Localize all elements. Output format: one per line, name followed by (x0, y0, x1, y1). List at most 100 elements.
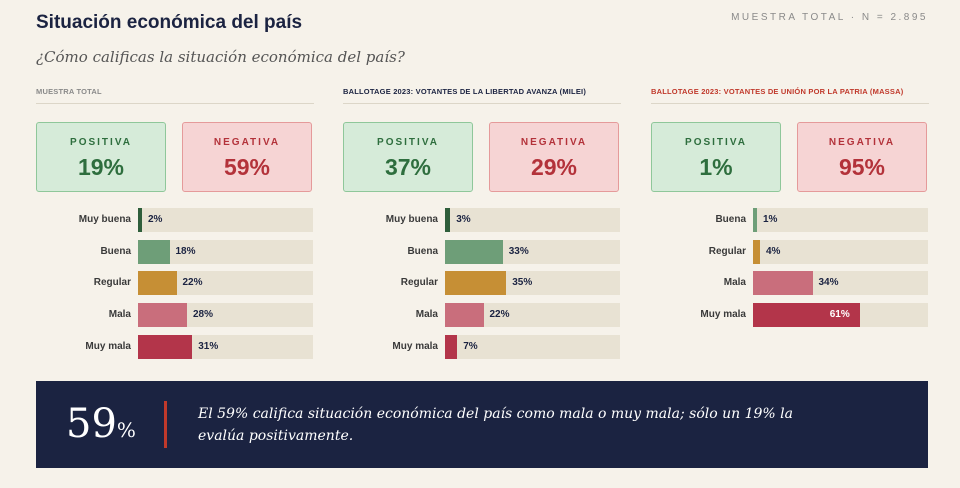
bar (445, 303, 484, 328)
bar-value-label: 22% (182, 277, 203, 289)
segment-label: BALLOTAGE 2023: VOTANTES DE LA LIBERTAD … (343, 84, 621, 104)
panel-total: MUESTRA TOTAL POSITIVA 19% NEGATIVA 59% … (36, 84, 314, 364)
negative-card: NEGATIVA 59% (182, 122, 312, 192)
bar-value-label: 28% (193, 309, 214, 321)
category-label: Buena (407, 245, 438, 257)
summary-text: El 59% califica situación económica del … (198, 406, 793, 444)
bar (445, 334, 458, 359)
bar-value-label: 61% (829, 309, 850, 321)
bar-row: Muy mala 61% (651, 303, 929, 328)
summary-banner: 59% El 59% califica situación económica … (36, 381, 928, 468)
bar (753, 303, 860, 328)
bar-value-label: 3% (456, 214, 471, 225)
bar (753, 239, 760, 264)
category-label: Regular (400, 277, 438, 289)
bar-track: 22% (138, 271, 313, 296)
positive-card: POSITIVA 1% (651, 122, 781, 192)
bar-track: 33% (445, 239, 620, 264)
segment-label: BALLOTAGE 2023: VOTANTES DE UNIÓN POR LA… (651, 84, 929, 104)
bar-row: Muy mala 7% (343, 334, 621, 359)
bar-value-label: 1% (763, 214, 778, 225)
bar-row: Regular 22% (36, 271, 314, 296)
category-label: Muy mala (700, 309, 746, 321)
summary-value: 59 (66, 401, 117, 447)
bar-chart: Muy buena 2% Buena 18% Regular 22% Mala 28% Muy … (36, 208, 314, 359)
category-label: Muy mala (85, 340, 131, 352)
positive-label: POSITIVA (70, 137, 132, 148)
category-label: Muy buena (78, 214, 131, 225)
bar-row: Muy buena 2% (36, 208, 314, 232)
category-label: Regular (708, 245, 746, 257)
bar (753, 271, 813, 296)
bar-track: 18% (138, 239, 313, 264)
bar-row: Buena 1% (651, 208, 929, 232)
segment-label: MUESTRA TOTAL (36, 84, 314, 104)
bar-chart: Buena 1% Regular 4% Mala 34% Muy mala 61% (651, 208, 929, 328)
accent-rule (164, 401, 167, 448)
category-label: Muy buena (385, 214, 438, 225)
negative-value: 59% (223, 154, 271, 180)
negative-card: NEGATIVA 95% (797, 122, 927, 192)
bar-track: 61% (753, 303, 928, 328)
bar-track: 2% (138, 208, 313, 232)
bar-row: Mala 22% (343, 303, 621, 328)
bar-row: Mala 28% (36, 303, 314, 328)
positive-card: POSITIVA 19% (36, 122, 166, 192)
positive-value: 19% (77, 154, 125, 180)
negative-value: 95% (838, 154, 886, 180)
bar-track: 35% (445, 271, 620, 296)
negative-label: NEGATIVA (828, 137, 896, 148)
bar (445, 271, 507, 296)
bar-value-label: 34% (818, 277, 839, 289)
category-label: Mala (723, 277, 746, 289)
bar (138, 303, 187, 328)
negative-card: NEGATIVA 29% (489, 122, 619, 192)
category-label: Mala (108, 309, 131, 321)
bar (445, 239, 503, 264)
negative-value: 29% (530, 154, 578, 180)
category-label: Regular (93, 277, 131, 289)
bar (138, 208, 142, 232)
summary-figure: 59% (66, 401, 136, 447)
page-title: Situación económica del país (36, 12, 303, 33)
bar-track: 7% (445, 334, 620, 359)
bar-track: 34% (753, 271, 928, 296)
bar (445, 208, 451, 232)
bar-track: 28% (138, 303, 313, 328)
bar-value-label: 31% (198, 340, 219, 352)
bar-row: Buena 18% (36, 239, 314, 264)
bar-track: 31% (138, 334, 313, 359)
panel-massa: BALLOTAGE 2023: VOTANTES DE UNIÓN POR LA… (651, 84, 929, 364)
bar (138, 239, 170, 264)
bar-row: Buena 33% (343, 239, 621, 264)
bar-value-label: 22% (489, 309, 510, 321)
bar-value-label: 4% (766, 245, 781, 257)
bar-row: Regular 4% (651, 239, 929, 264)
bar (138, 271, 177, 296)
negative-label: NEGATIVA (520, 137, 588, 148)
category-label: Mala (415, 309, 438, 321)
bar-value-label: 7% (463, 340, 478, 352)
bar-track: 22% (445, 303, 620, 328)
survey-question: ¿Cómo calificas la situación económica d… (36, 48, 405, 66)
bar-track: 1% (753, 208, 928, 232)
bar-value-label: 33% (508, 245, 529, 257)
bar-value-label: 2% (148, 214, 163, 225)
positive-value: 1% (699, 154, 733, 180)
category-label: Buena (100, 245, 131, 257)
positive-label: POSITIVA (685, 137, 747, 148)
bar-value-label: 35% (512, 277, 533, 289)
bar-row: Muy mala 31% (36, 334, 314, 359)
bar-chart: Muy buena 3% Buena 33% Regular 35% Mala 22% Muy … (343, 208, 621, 359)
bar-row: Mala 34% (651, 271, 929, 296)
bar-track: 4% (753, 239, 928, 264)
bar-row: Regular 35% (343, 271, 621, 296)
positive-label: POSITIVA (377, 137, 439, 148)
bar-row: Muy buena 3% (343, 208, 621, 232)
panel-milei: BALLOTAGE 2023: VOTANTES DE LA LIBERTAD … (343, 84, 621, 364)
bar-value-label: 18% (175, 245, 196, 257)
bar (138, 334, 193, 359)
category-label: Muy mala (392, 340, 438, 352)
positive-value: 37% (384, 154, 432, 180)
summary-unit: % (116, 418, 136, 442)
